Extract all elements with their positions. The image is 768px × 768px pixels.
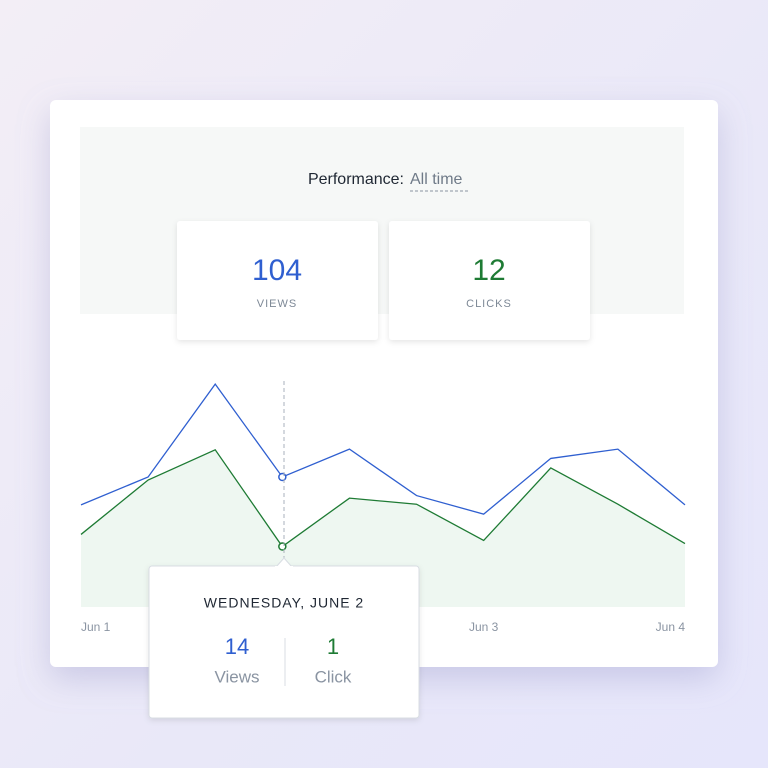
- hover-point: [278, 472, 287, 482]
- tooltip-date: WEDNESDAY, JUNE 2: [204, 595, 364, 611]
- x-tick-label: Jun 3: [469, 620, 499, 634]
- stat-label: CLICKS: [466, 298, 512, 310]
- stat-label: VIEWS: [257, 298, 297, 310]
- x-tick-label: Jun 1: [81, 620, 111, 634]
- x-tick-label: Jun 4: [656, 620, 686, 634]
- stat-card: [177, 221, 378, 340]
- stat-value: 104: [252, 254, 302, 287]
- stat-card: [389, 221, 590, 340]
- title: Performance:: [308, 171, 404, 188]
- tooltip-box: [148, 565, 420, 719]
- tooltip-arrow-cover: [275, 566, 293, 569]
- period-select[interactable]: All time: [410, 171, 463, 188]
- summary-band: [80, 127, 684, 314]
- tooltip-label: Click: [315, 667, 352, 686]
- tooltip-value: 1: [327, 634, 339, 659]
- hover-point: [278, 542, 287, 551]
- tooltip-value: 14: [225, 634, 249, 659]
- tooltip: WEDNESDAY, JUNE 2 14 Views 1 Click: [148, 557, 420, 719]
- line: [80, 383, 686, 515]
- stat-value: 12: [472, 254, 505, 287]
- line: [80, 448, 686, 548]
- tooltip-label: Views: [214, 667, 259, 686]
